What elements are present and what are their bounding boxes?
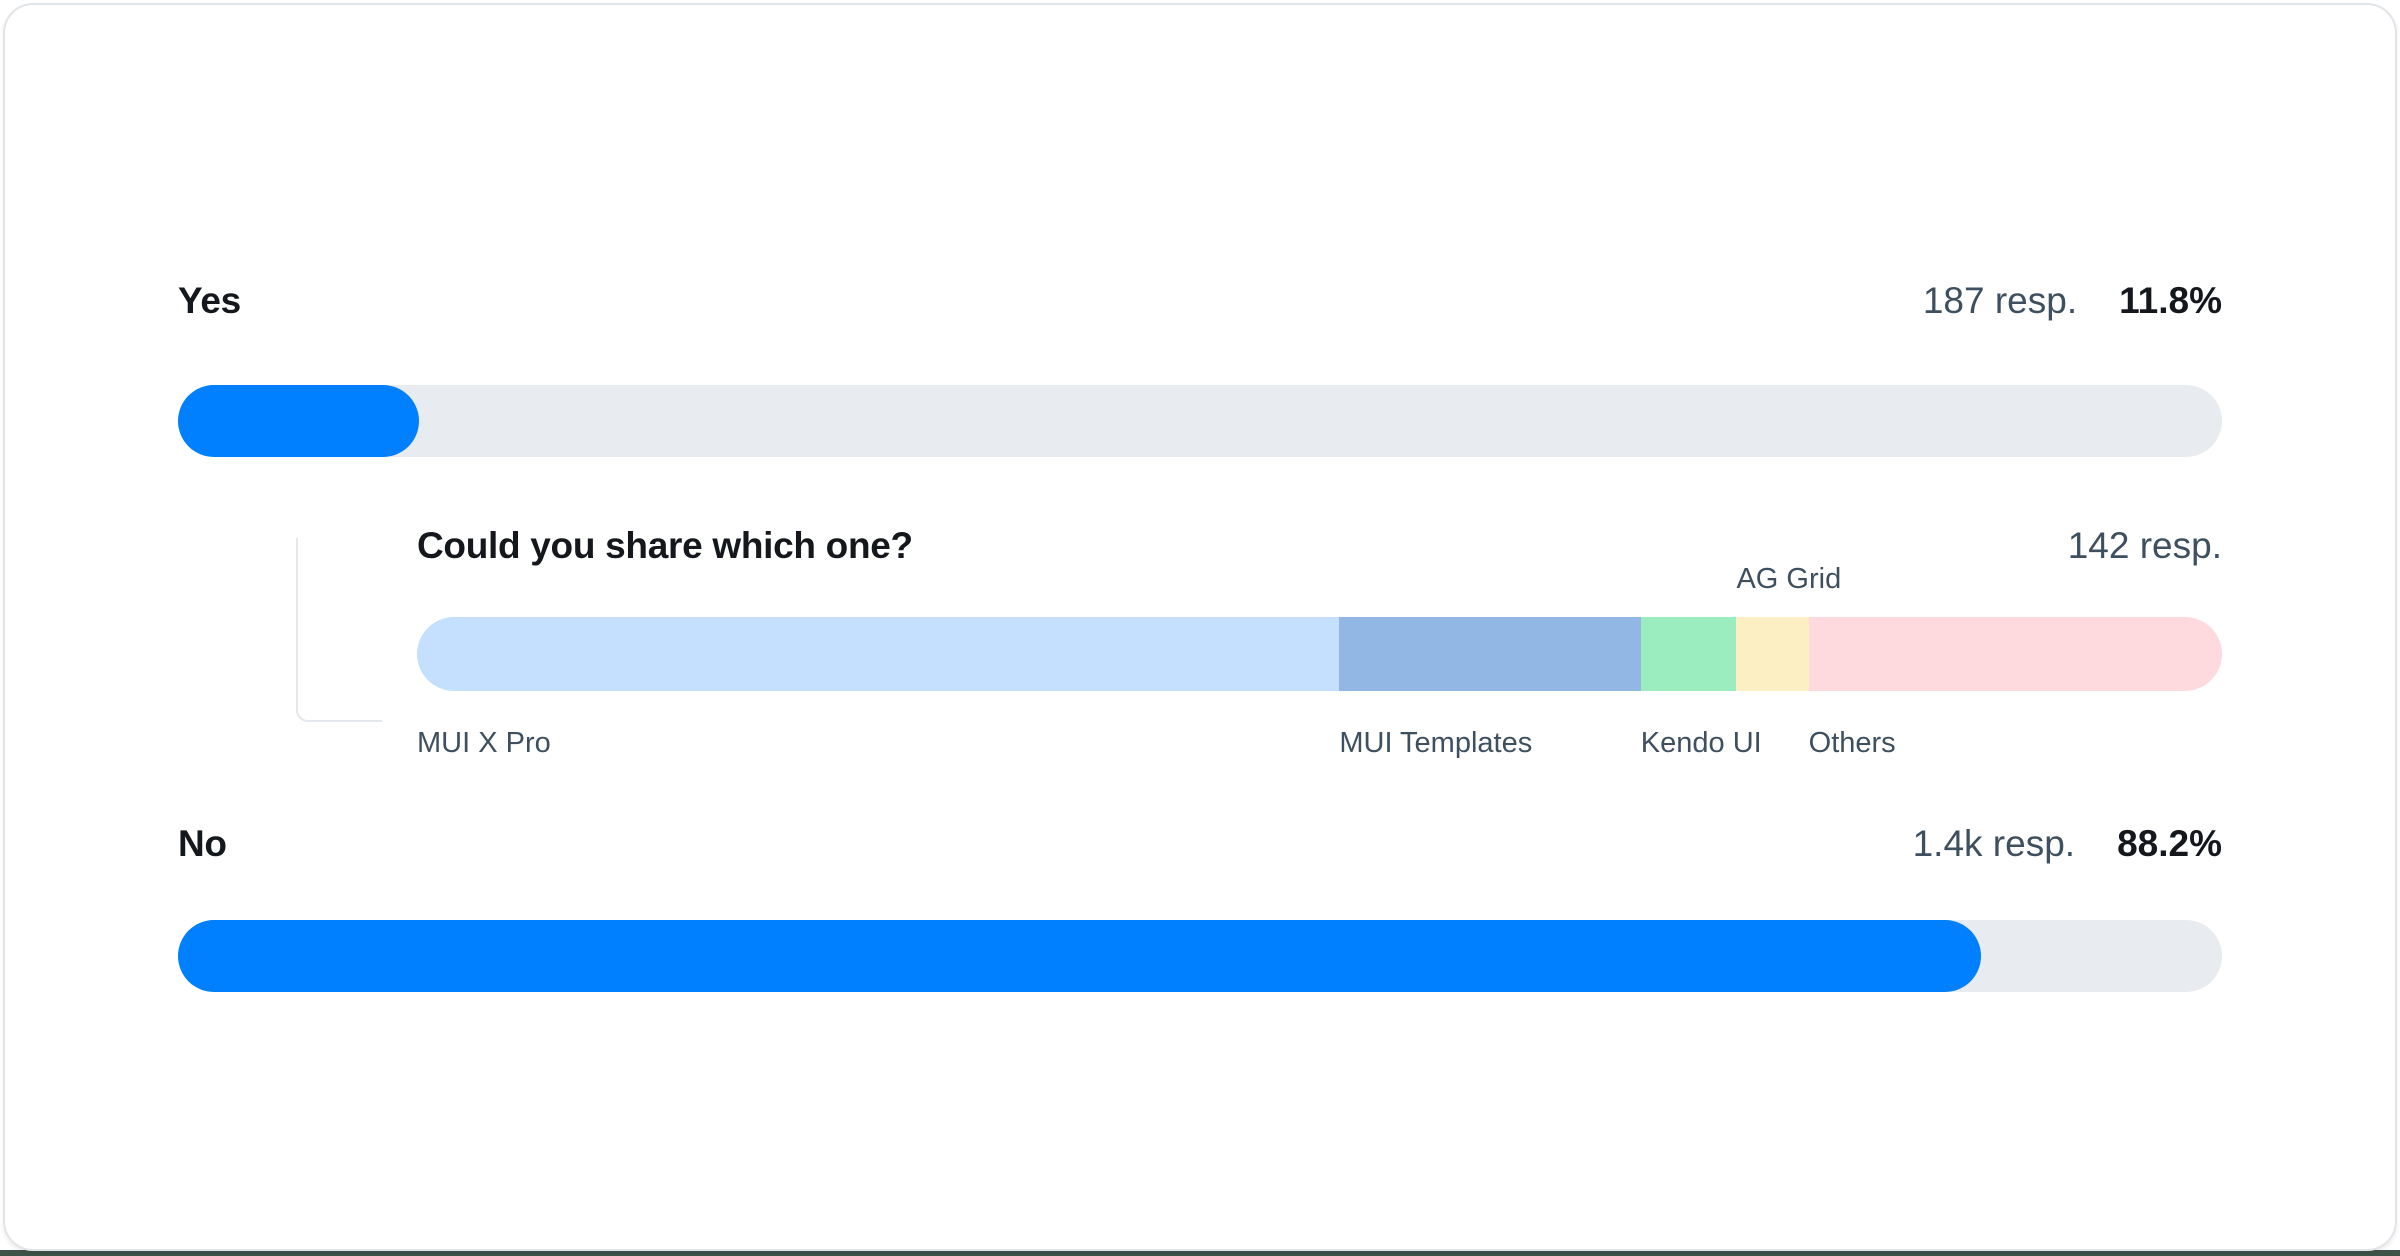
yes-percent: 11.8%	[2119, 280, 2222, 321]
followup-question: Could you share which one?	[417, 525, 913, 566]
segment-ag-grid	[1736, 617, 1809, 691]
segment-others	[1808, 617, 2222, 691]
answer-label-yes: Yes	[178, 280, 241, 321]
no-bar-fill	[178, 920, 1981, 992]
segment-label-mui-templates: MUI Templates	[1339, 727, 1533, 759]
no-percent: 88.2%	[2117, 823, 2222, 864]
followup-response-count: 142 resp.	[2067, 525, 2222, 566]
results-content: Yes 187 resp. 11.8% Could you share whic…	[178, 5, 2222, 992]
stacked-bar-wrap: AG Grid	[417, 563, 2222, 691]
followup-section: Could you share which one? 142 resp. AG …	[178, 522, 2222, 761]
results-card: Yes 187 resp. 11.8% Could you share whic…	[3, 3, 2397, 1251]
segment-kendo-ui	[1640, 617, 1737, 691]
segment-label-kendo-ui: Kendo UI	[1640, 727, 1762, 759]
answer-label-no: No	[178, 823, 227, 864]
answer-row-yes-header: Yes 187 resp. 11.8%	[178, 277, 2222, 325]
no-bar-track	[178, 920, 2222, 992]
followup-content: Could you share which one? 142 resp. AG …	[417, 522, 2222, 761]
no-stats: 1.4k resp. 88.2%	[1913, 820, 2222, 868]
connector-line	[296, 538, 382, 722]
page-bottom-strip	[0, 1250, 2400, 1256]
stacked-bar-below-labels: MUI X Pro MUI Templates Kendo UI Others	[417, 725, 2222, 761]
segment-label-ag-grid: AG Grid	[1736, 563, 1842, 595]
yes-bar-fill	[178, 385, 420, 457]
followup-header: Could you share which one? 142 resp.	[417, 522, 2222, 570]
segment-mui-x-pro	[417, 617, 1340, 691]
segment-mui-templates	[1339, 617, 1641, 691]
stacked-bar	[417, 617, 2222, 691]
segment-label-mui-x-pro: MUI X Pro	[417, 727, 551, 759]
yes-bar-track	[178, 385, 2222, 457]
stacked-bar-above-labels: AG Grid	[417, 561, 2222, 597]
yes-response-count: 187 resp.	[1922, 280, 2078, 321]
no-response-count: 1.4k resp.	[1912, 823, 2076, 864]
yes-stats: 187 resp. 11.8%	[1923, 277, 2222, 325]
segment-label-others: Others	[1808, 727, 1896, 759]
answer-row-no-header: No 1.4k resp. 88.2%	[178, 820, 2222, 868]
